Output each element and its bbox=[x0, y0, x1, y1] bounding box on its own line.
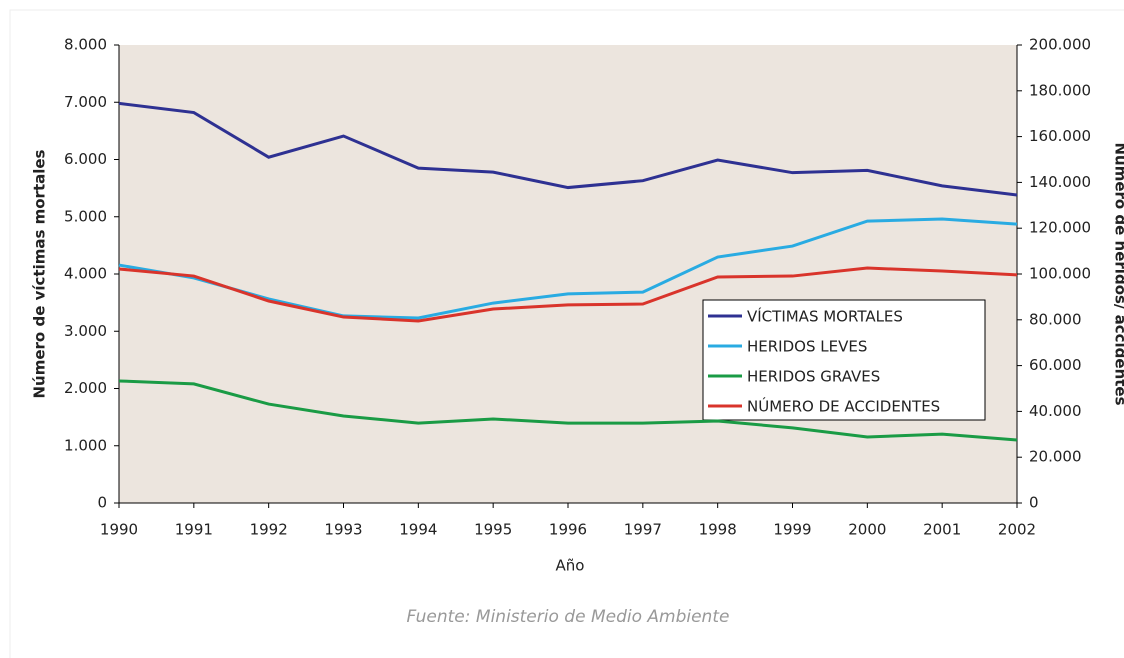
y-axis-label: Número de víctimas mortales bbox=[31, 149, 49, 398]
y2-tick-label: 120.000 bbox=[1029, 219, 1091, 237]
x-tick-label: 1998 bbox=[699, 521, 737, 539]
x-tick-label: 1996 bbox=[549, 521, 587, 539]
y2-tick-label: 100.000 bbox=[1029, 265, 1091, 283]
y-tick-label: 5.000 bbox=[64, 207, 107, 225]
y2-axis-label: Número de heridos/ accidentes bbox=[1112, 142, 1124, 405]
legend-label: HERIDOS LEVES bbox=[747, 338, 867, 356]
y-tick-label: 6.000 bbox=[64, 150, 107, 168]
y-tick-label: 3.000 bbox=[64, 322, 107, 340]
x-tick-label: 1992 bbox=[250, 521, 288, 539]
x-tick-label: 1993 bbox=[324, 521, 362, 539]
y2-tick-label: 200.000 bbox=[1029, 36, 1091, 54]
x-tick-label: 1994 bbox=[399, 521, 437, 539]
plot-area bbox=[119, 45, 1017, 503]
x-tick-label: 1995 bbox=[474, 521, 512, 539]
y-tick-label: 2.000 bbox=[64, 379, 107, 397]
y2-tick-label: 140.000 bbox=[1029, 173, 1091, 191]
source-note: Fuente: Ministerio de Medio Ambiente bbox=[407, 607, 730, 627]
legend-label: HERIDOS GRAVES bbox=[747, 368, 880, 386]
x-tick-label: 1997 bbox=[624, 521, 662, 539]
series-line bbox=[118, 266, 1018, 323]
y2-tick-label: 40.000 bbox=[1029, 402, 1082, 420]
y2-tick-label: 160.000 bbox=[1029, 127, 1091, 145]
x-tick-label: 1999 bbox=[773, 521, 811, 539]
y-tick-label: 1.000 bbox=[64, 436, 107, 454]
y-tick-label: 0 bbox=[97, 494, 107, 512]
y2-tick-label: 80.000 bbox=[1029, 310, 1082, 328]
legend bbox=[702, 299, 986, 421]
y2-tick-label: 0 bbox=[1029, 494, 1039, 512]
y2-tick-label: 60.000 bbox=[1029, 356, 1082, 374]
legend-label: NÚMERO DE ACCIDENTES bbox=[747, 397, 940, 416]
y-tick-label: 7.000 bbox=[64, 93, 107, 111]
y2-tick-label: 20.000 bbox=[1029, 448, 1082, 466]
y2-tick-label: 180.000 bbox=[1029, 81, 1091, 99]
legend-label: VÍCTIMAS MORTALES bbox=[747, 307, 903, 326]
x-tick-label: 2002 bbox=[998, 521, 1036, 539]
series-line bbox=[118, 379, 1018, 442]
x-tick-label: 1991 bbox=[175, 521, 213, 539]
series-line bbox=[118, 101, 1018, 197]
x-axis-label: Año bbox=[556, 557, 585, 575]
y-tick-label: 4.000 bbox=[64, 265, 107, 283]
series-line bbox=[118, 217, 1018, 320]
x-tick-label: 2000 bbox=[848, 521, 886, 539]
y-tick-label: 8.000 bbox=[64, 36, 107, 54]
x-tick-label: 1990 bbox=[100, 521, 138, 539]
x-tick-label: 2001 bbox=[923, 521, 961, 539]
